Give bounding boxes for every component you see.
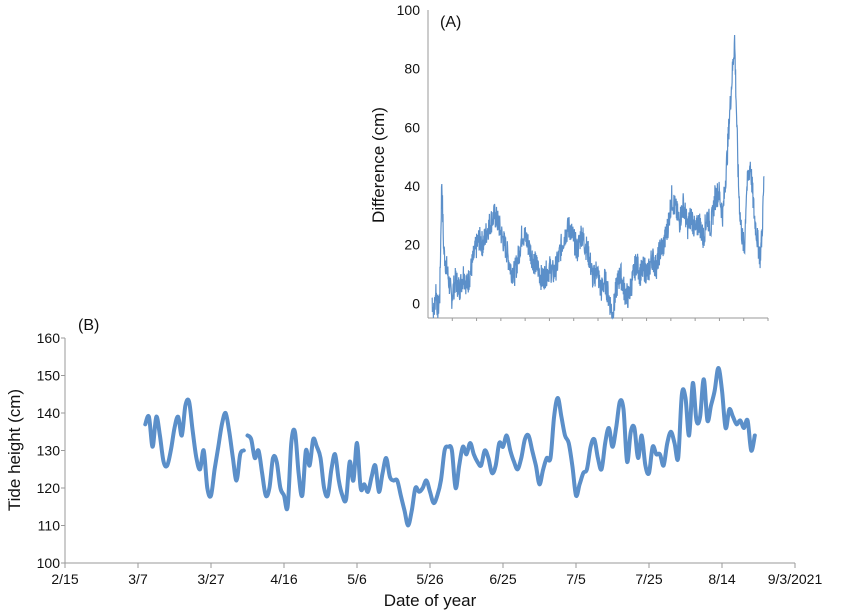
panel-a-y-tick-label: 0 (412, 295, 420, 311)
panel-b-x-tick-label: 3/7 (128, 571, 148, 587)
panel-b-y-axis-label: Tide height (cm) (5, 389, 24, 511)
panel-b-x-ticks: 2/15 3/7 3/27 4/16 5/6 5/26 6/25 7/5 7/25 8/14 9/3… (51, 563, 822, 587)
panel-a-y-tick-label: 60 (404, 119, 420, 135)
panel-b-y-tick-label: 120 (37, 480, 61, 496)
panel-b-x-tick-label: 5/26 (416, 571, 443, 587)
panel-b-tide-series (143, 366, 757, 528)
panel-a-y-axis-label: Difference (cm) (369, 107, 388, 223)
panel-b-y-tick-label: 110 (38, 518, 61, 534)
panel-b-x-tick-label: 2/15 (51, 571, 78, 587)
panel-a-y-tick-label: 20 (404, 237, 420, 253)
panel-b-y-tick-label: 130 (37, 443, 61, 459)
panel-a-label: (A) (440, 14, 461, 31)
panel-b-tide-line-segment-2 (245, 366, 757, 528)
panel-b-label: (B) (78, 317, 99, 334)
panel-b-x-tick-label: 5/6 (347, 571, 367, 587)
panel-b-x-tick-label: 7/5 (566, 571, 586, 587)
panel-b-x-axis-label: Date of year (384, 591, 477, 610)
panel-b-y-tick-label: 100 (37, 555, 61, 571)
panel-a-difference-series (431, 34, 765, 320)
panel-b-x-tick-label: 3/27 (197, 571, 224, 587)
panel-b-y-ticks: 100 110 120 130 140 150 160 (37, 330, 65, 571)
panel-b-x-tick-label: 6/25 (489, 571, 516, 587)
panel-b-x-tick-label: 7/25 (635, 571, 662, 587)
panel-b-y-tick-label: 150 (37, 368, 61, 384)
panel-b-x-tick-label: 9/3/2021 (768, 571, 823, 587)
panel-a-y-tick-label: 80 (404, 61, 420, 77)
panel-b-x-tick-label: 4/16 (270, 571, 297, 587)
panel-b-chart: 100 110 120 130 140 150 160 2/15 3/7 3/27 4/16 5/6… (5, 317, 822, 610)
panel-b-y-tick-label: 140 (37, 405, 61, 421)
panel-a-chart: 0 20 40 60 80 100 (A) Difference (cm) (369, 2, 769, 321)
panel-a-x-ticks (451, 318, 769, 321)
panel-a-y-tick-label: 100 (397, 2, 421, 18)
panel-b-x-tick-label: 8/14 (708, 571, 735, 587)
panel-b-y-tick-label: 160 (37, 330, 61, 346)
panel-a-y-ticks: 0 20 40 60 80 100 (397, 2, 421, 311)
panel-b-tide-line-segment-1 (143, 397, 246, 499)
panel-a-y-tick-label: 40 (404, 178, 420, 194)
